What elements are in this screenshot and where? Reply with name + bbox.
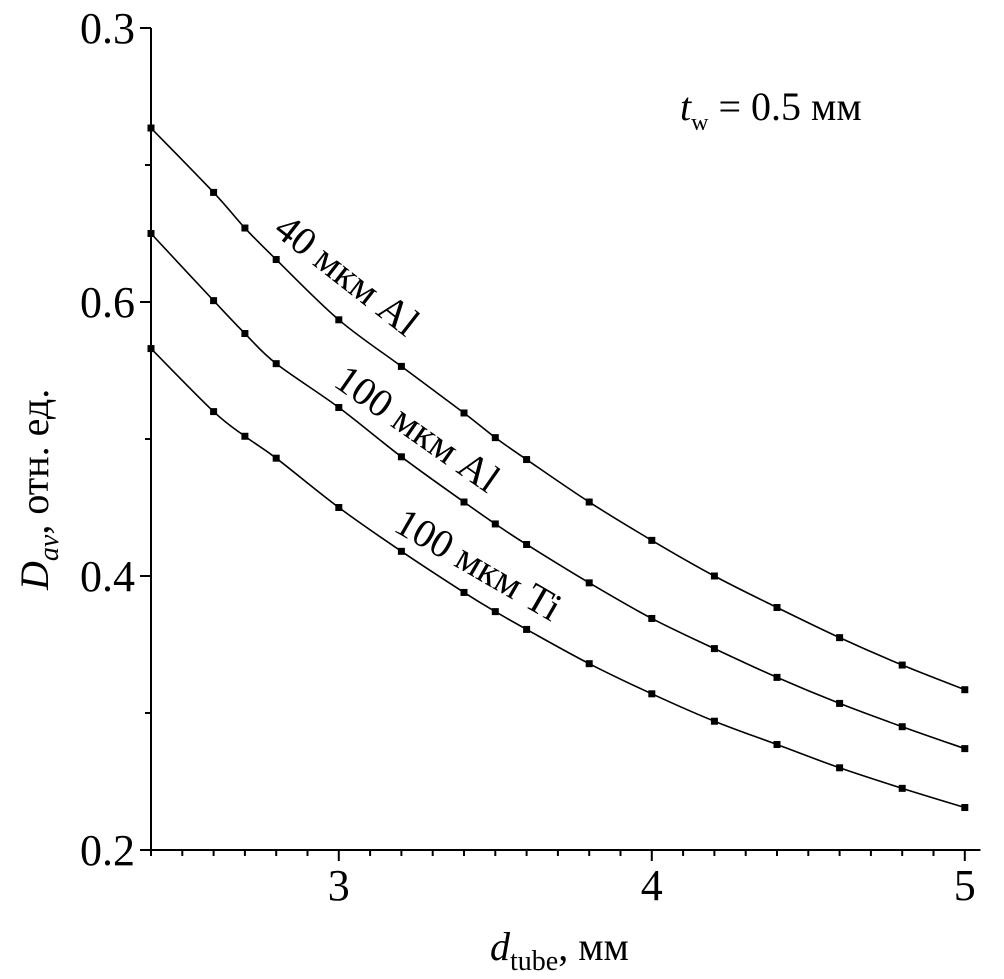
data-point-0 (491, 434, 499, 442)
y-tick-label: 0.3 (80, 4, 135, 53)
x-tick-label: 5 (954, 861, 976, 910)
x-axis-label: dtube, мм (490, 924, 629, 977)
data-point-1 (836, 699, 844, 707)
data-point-1 (335, 403, 343, 411)
data-point-0 (961, 686, 969, 694)
data-point-1 (523, 540, 531, 548)
data-point-1 (648, 614, 656, 622)
data-point-0 (241, 224, 249, 232)
annotation-thickness: tw = 0.5 мм (680, 84, 862, 136)
data-point-1 (491, 520, 499, 528)
data-point-0 (585, 498, 593, 506)
labels: tw = 0.5 мм 40 мкм Al 100 мкм Al 100 мкм… (12, 84, 862, 977)
series-label-100-al: 100 мкм Al (327, 356, 509, 502)
data-point-0 (397, 362, 405, 370)
data-point-2 (335, 504, 343, 511)
y-tick-label: 0.6 (80, 278, 135, 327)
data-point-1 (961, 745, 969, 753)
data-point-1 (460, 498, 468, 506)
series-label-100-ti: 100 мкм Ti (388, 499, 570, 630)
series-line-2 (150, 348, 966, 809)
data-point-0 (898, 661, 906, 669)
data-point-0 (523, 456, 531, 464)
data-point-2 (710, 717, 718, 725)
data-point-1 (585, 579, 593, 587)
data-point-2 (241, 432, 249, 440)
data-point-2 (491, 608, 499, 616)
data-point-1 (210, 297, 218, 305)
series-line-0 (150, 127, 966, 691)
y-axis-label: Dav, отн. ед. (12, 389, 65, 591)
data-point-1 (272, 360, 280, 368)
data-point-1 (773, 673, 781, 681)
data-point-1 (147, 230, 155, 237)
series-line-1 (150, 232, 966, 750)
y-tick-label: 0.4 (80, 552, 135, 601)
data-point-2 (523, 625, 531, 633)
data-point-2 (272, 454, 280, 462)
axes: 3 4 5 0.2 0.4 0.6 0.3 (80, 4, 981, 910)
data-point-0 (272, 256, 280, 264)
data-point-0 (836, 634, 844, 642)
data-point-0 (710, 572, 718, 580)
data-point-2 (147, 345, 155, 353)
data-point-1 (710, 645, 718, 653)
y-tick-label: 0.2 (80, 826, 135, 875)
data-point-2 (836, 764, 844, 772)
data-point-1 (898, 723, 906, 731)
data-point-2 (397, 547, 405, 555)
data-point-2 (585, 660, 593, 668)
data-point-1 (241, 330, 249, 338)
data-point-0 (460, 409, 468, 417)
data-point-0 (648, 536, 656, 544)
data-point-2 (773, 741, 781, 749)
data-point-1 (397, 453, 405, 461)
data-point-2 (648, 690, 656, 698)
series-group (147, 124, 969, 812)
x-tick-label: 3 (328, 861, 350, 910)
data-point-2 (898, 784, 906, 792)
data-point-2 (961, 804, 969, 812)
x-tick-label: 4 (641, 861, 663, 910)
data-point-0 (147, 124, 155, 132)
data-point-0 (335, 316, 343, 324)
data-point-2 (210, 408, 218, 416)
data-point-2 (460, 588, 468, 596)
data-point-0 (773, 604, 781, 612)
data-point-0 (210, 188, 218, 196)
